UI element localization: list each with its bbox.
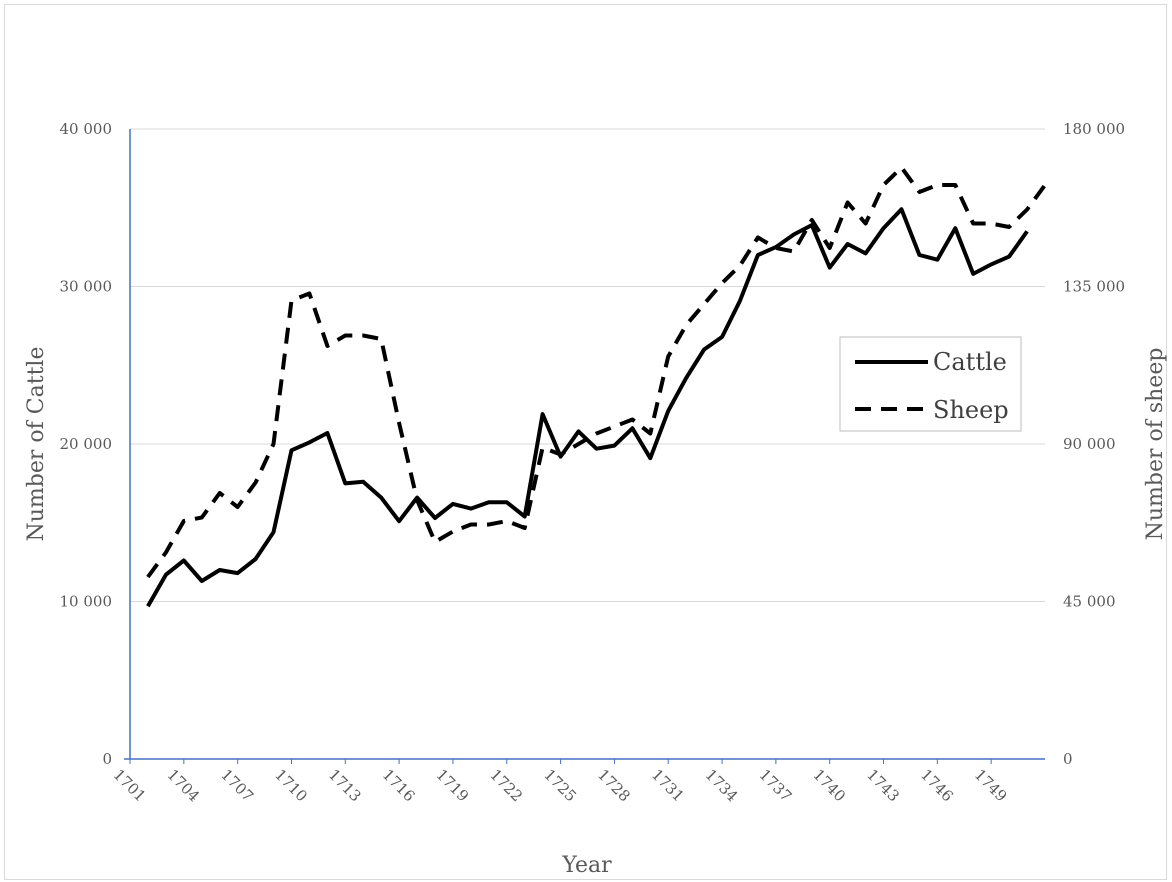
left-axis-ticks: 0 10 000 20 000 30 000 40 000: [60, 120, 113, 768]
x-axis-title: Year: [561, 853, 612, 878]
x-tick-label: 1719: [433, 766, 473, 806]
series-line-sheep: [146, 165, 1047, 579]
x-tick-label: 1710: [271, 766, 311, 806]
left-tick-label: 10 000: [60, 593, 113, 611]
x-tick-label: 1737: [756, 766, 796, 806]
left-axis-title: Number of Cattle: [24, 347, 49, 542]
x-axis-ticks: 1701 1704 1707 1710 1713 1716 1719 1722 1725 1728…: [110, 759, 1011, 805]
legend: Cattle Sheep: [839, 336, 1022, 432]
right-tick-label: 180 000: [1063, 120, 1125, 138]
gridlines: [130, 128, 1045, 602]
legend-label-sheep: Sheep: [933, 396, 1009, 424]
x-tick-label: 1713: [325, 766, 365, 806]
right-tick-label: 45 000: [1063, 593, 1116, 611]
left-tick-label: 40 000: [60, 120, 113, 138]
right-axis-ticks: 0 45 000 90 000 135 000 180 000: [1063, 120, 1125, 768]
x-tick-label: 1725: [540, 766, 580, 806]
x-tick-label: 1704: [163, 766, 203, 806]
x-tick-label: 1707: [217, 766, 257, 806]
left-tick-label: 30 000: [60, 278, 113, 296]
series-lines: [146, 165, 1047, 608]
x-tick-label: 1743: [863, 766, 903, 806]
axes: [124, 129, 1045, 760]
x-tick-label: 1716: [379, 766, 419, 806]
right-tick-label: 0: [1063, 750, 1073, 768]
x-tick-label: 1731: [648, 766, 688, 806]
x-tick-label: 1734: [702, 766, 742, 806]
x-tick-label: 1740: [809, 766, 849, 806]
x-tick-label: 1701: [110, 766, 150, 806]
x-tick-label: 1746: [917, 766, 957, 806]
x-tick-label: 1728: [594, 766, 634, 806]
right-axis-title: Number of sheep: [1143, 348, 1168, 541]
legend-box: [839, 336, 1022, 432]
legend-label-cattle: Cattle: [933, 348, 1007, 376]
chart-frame: [4, 4, 1167, 880]
x-tick-label: 1749: [971, 766, 1011, 806]
x-tick-label: 1722: [486, 766, 526, 806]
left-tick-label: 0: [102, 750, 112, 768]
right-tick-label: 135 000: [1063, 278, 1125, 296]
right-tick-label: 90 000: [1063, 435, 1116, 453]
left-tick-label: 20 000: [60, 435, 113, 453]
